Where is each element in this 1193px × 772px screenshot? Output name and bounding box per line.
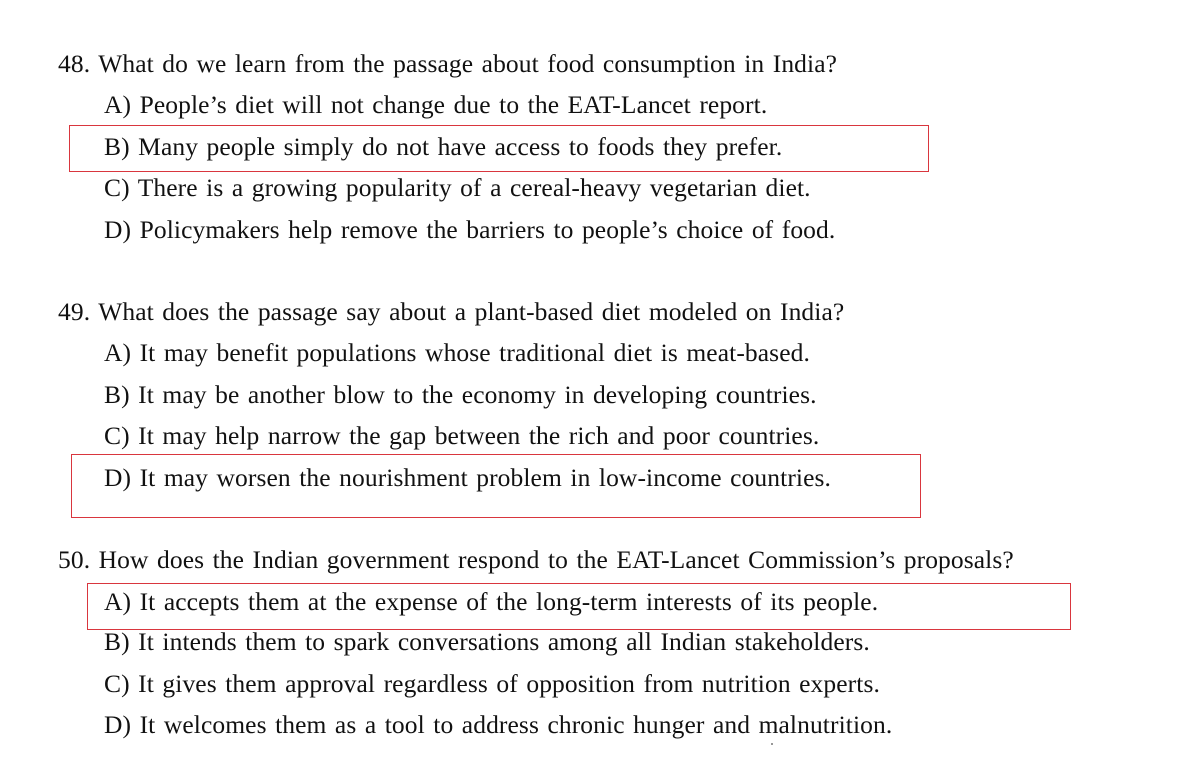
scan-speck [771,743,773,745]
question-49-stem: 49. What does the passage say about a pl… [58,297,845,326]
question-50-stem: 50. How does the Indian government respo… [58,545,1014,574]
question-48-option-d: D) Policymakers help remove the barriers… [104,215,836,244]
question-50-option-d: D) It welcomes them as a tool to address… [104,710,893,739]
question-48-option-c: C) There is a growing popularity of a ce… [104,173,811,202]
question-48-option-b: B) Many people simply do not have access… [104,132,783,161]
question-48-stem: 48. What do we learn from the passage ab… [58,49,838,78]
question-49-option-c: C) It may help narrow the gap between th… [104,421,820,450]
question-49-answer-highlight-box [71,454,921,518]
question-49-option-a: A) It may benefit populations whose trad… [104,338,810,367]
question-50-answer-highlight-box [87,583,1071,630]
question-48-option-a: A) People’s diet will not change due to … [104,90,768,119]
question-50-option-b: B) It intends them to spark conversation… [104,627,870,656]
question-50-option-a: A) It accepts them at the expense of the… [104,587,879,616]
question-49-option-b: B) It may be another blow to the economy… [104,380,817,409]
question-50-option-c: C) It gives them approval regardless of … [104,669,880,698]
question-48-answer-highlight-box [69,125,929,172]
question-49-option-d: D) It may worsen the nourishment problem… [104,463,832,492]
